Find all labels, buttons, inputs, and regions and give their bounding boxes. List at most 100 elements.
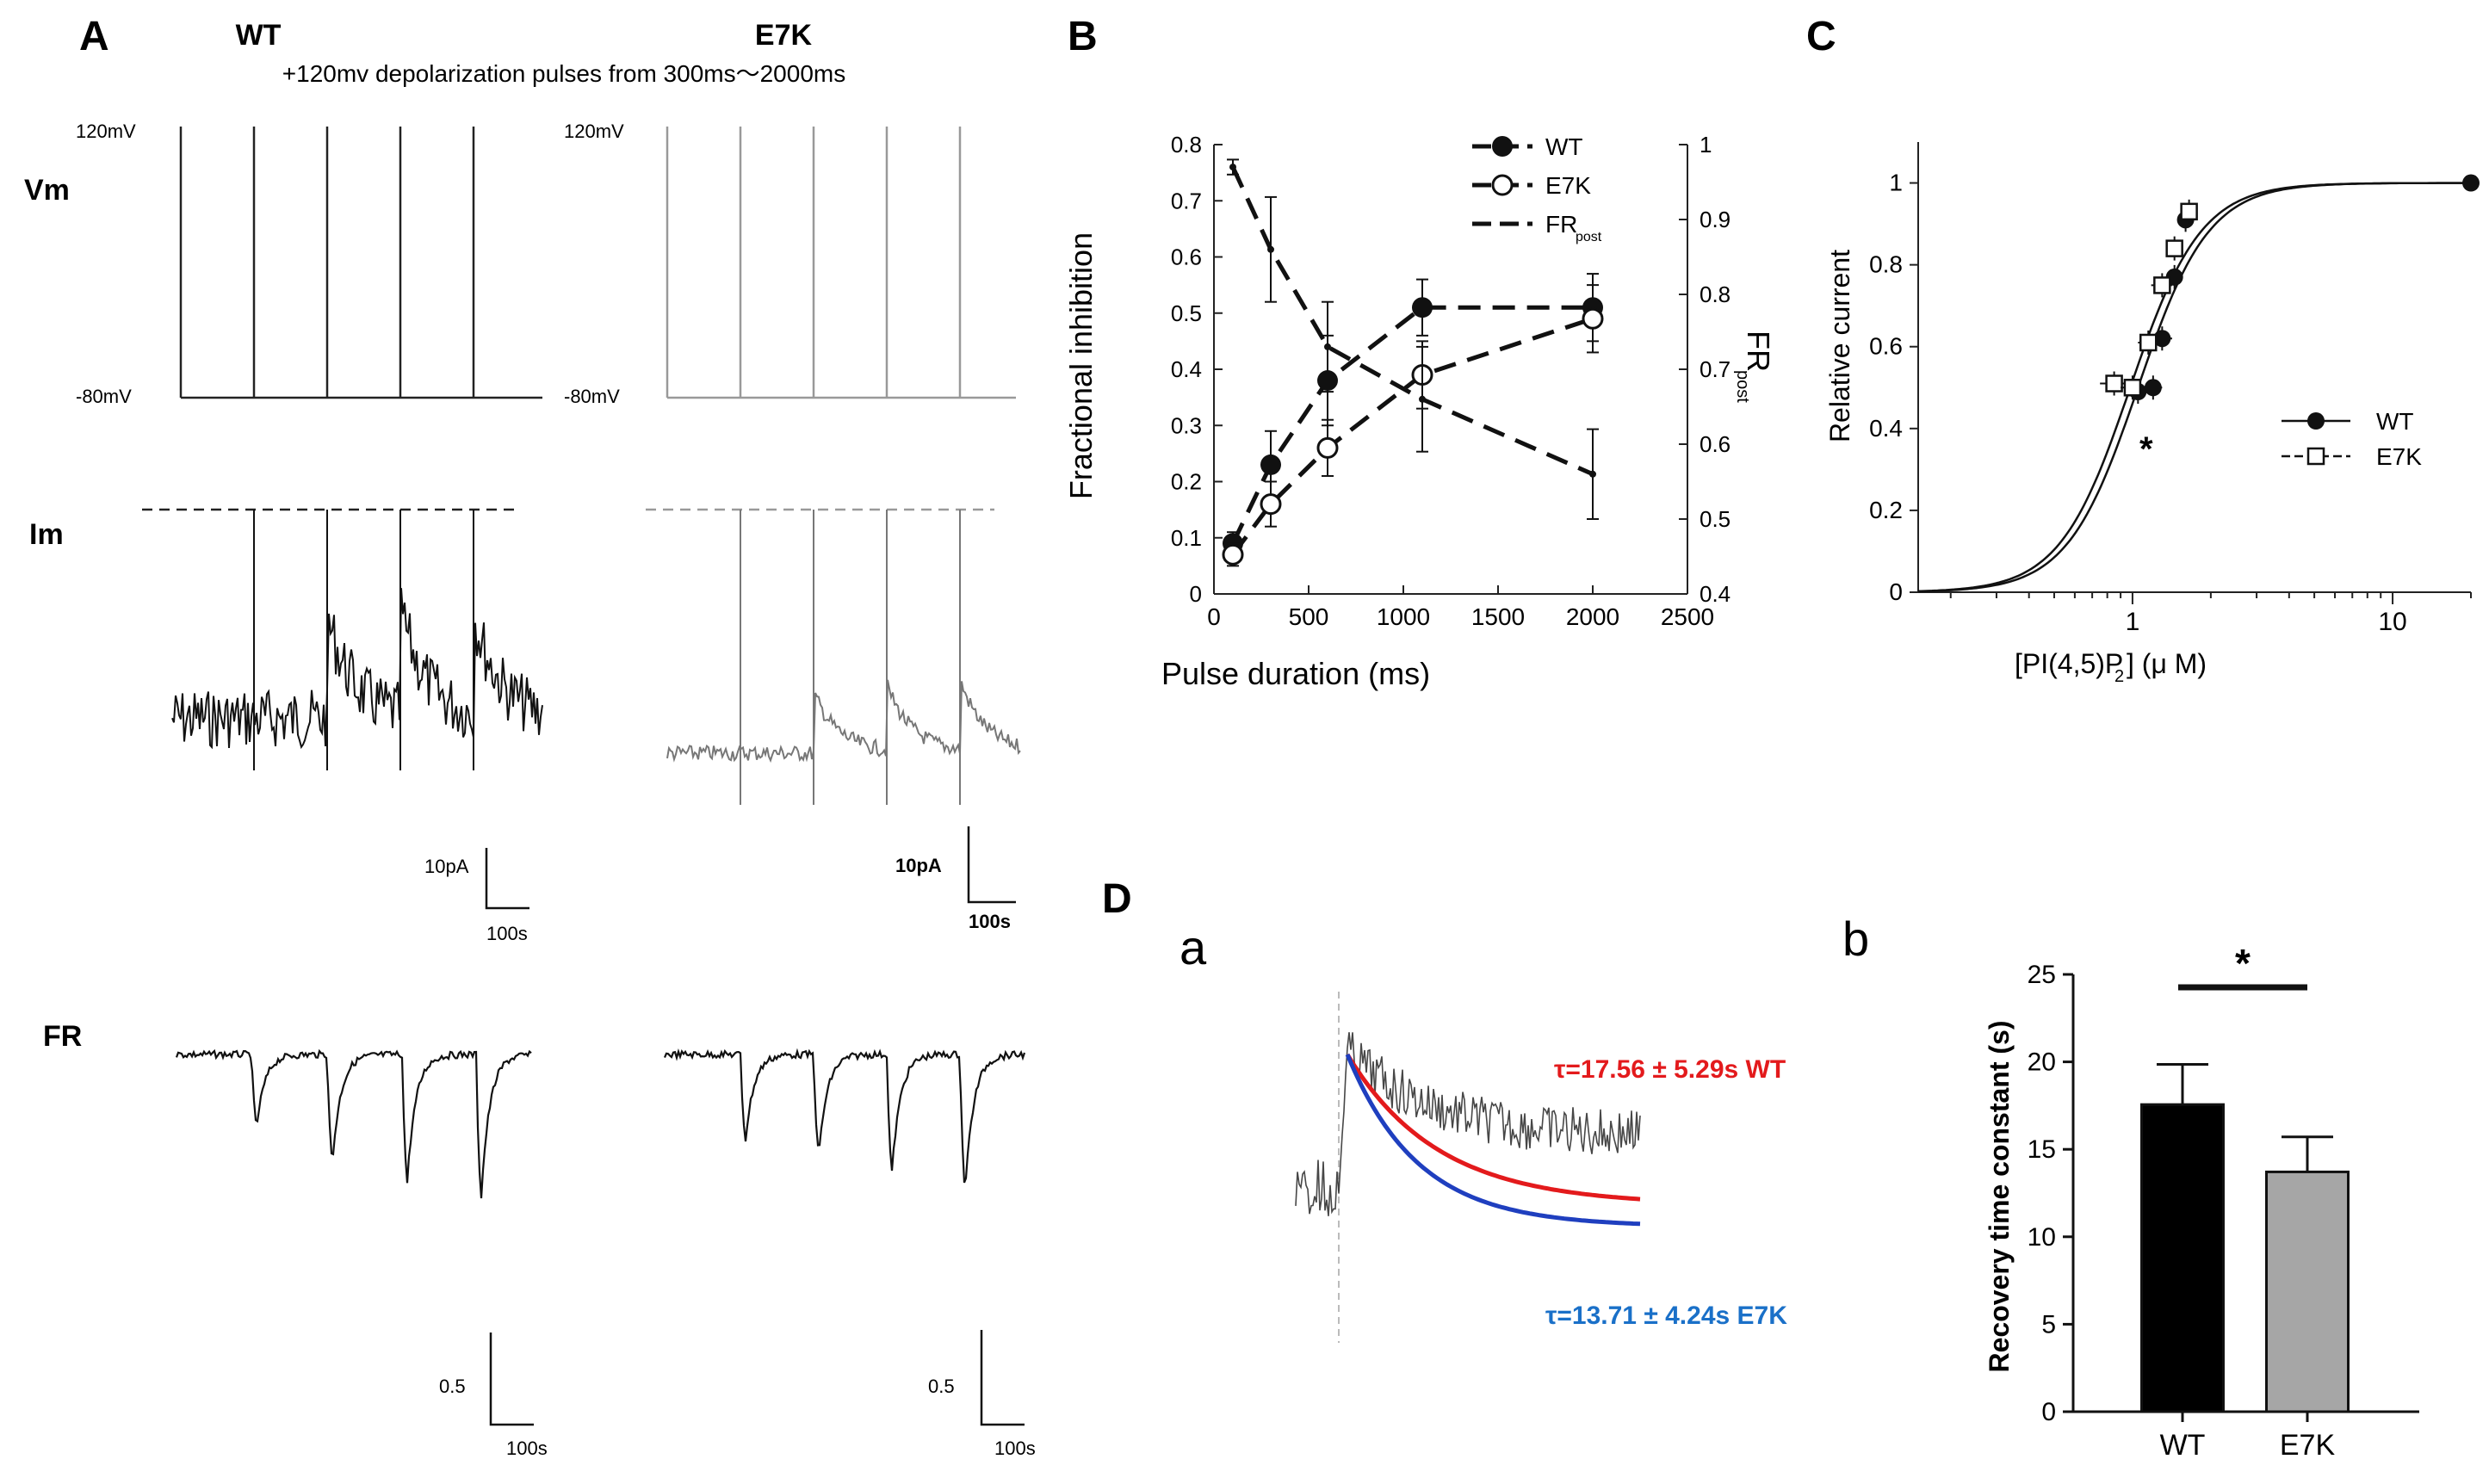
b-legend-e7k-marker <box>1491 174 1514 196</box>
b-y2tick-label: 0.8 <box>1700 281 1731 307</box>
b-ytick-label: 0.8 <box>1171 132 1202 158</box>
b-point-wt <box>1412 297 1433 318</box>
c-point-wt <box>2462 174 2480 192</box>
panel-db-label: b <box>1842 912 1869 966</box>
e7k-vm-trace <box>666 127 1016 399</box>
c-legend-wt-marker <box>2307 412 2325 430</box>
b-xtick-label: 0 <box>1207 603 1221 630</box>
b-xtick-label: 2000 <box>1566 603 1619 630</box>
db-annotation: * <box>2235 941 2251 986</box>
b-ytick-label: 0.1 <box>1171 525 1202 551</box>
b-point-frpost <box>1267 245 1274 253</box>
panel-c: C 0 0.2 0.4 0.6 0.8 1 1 10 * WT E7K Relative curre… <box>1806 14 2480 686</box>
e7k-fr-scalebar <box>980 1330 1025 1426</box>
b-y2tick-label: 1 <box>1700 132 1712 158</box>
row-label-im: Im <box>29 518 64 551</box>
e7k-im-scalebar <box>967 826 1016 904</box>
b-ytick-label: 0.4 <box>1171 356 1202 382</box>
e7k-fr-scale-time: 100s <box>994 1438 1036 1459</box>
c-ytick-label: 0.4 <box>1869 415 1903 442</box>
c-point-wt <box>2153 330 2171 348</box>
e7k-fr-scale: 0.5 <box>928 1376 955 1397</box>
da-wt-label: τ=17.56 ± 5.29s WT <box>1554 1055 1786 1084</box>
db-bar-E7K <box>2265 1170 2350 1413</box>
wt-im-trace <box>171 510 543 770</box>
wt-fr-scale: 0.5 <box>439 1376 466 1397</box>
panel-b-label: B <box>1068 14 1098 59</box>
b-ytick-label: 0.3 <box>1171 412 1202 438</box>
c-legend-wt-label: WT <box>2376 408 2414 435</box>
c-ytick-label: 0 <box>1889 578 1903 605</box>
c-fit-WT <box>1917 182 2471 593</box>
c-point-e7k <box>2123 379 2142 397</box>
row-label-fr: FR <box>43 1020 82 1053</box>
da-raw-trace <box>1295 1032 1641 1216</box>
wt-fr-trace <box>175 1048 532 1199</box>
c-ytick-label: 0.2 <box>1869 497 1903 523</box>
chart-b: 0 0.1 0.2 0.3 0.4 0.5 0.6 0.7 0.8 0.4 0.5 0.6 0.7 0.8… <box>1171 132 1731 630</box>
e7k-scale-current: 10pA <box>895 855 942 876</box>
e7k-im-trace <box>666 510 1021 805</box>
b-series-FRpost-line <box>1230 166 1594 477</box>
c-ytick-label: 0.6 <box>1869 333 1903 360</box>
wt-vm-high: 120mV <box>76 121 136 142</box>
db-ytick-label: 25 <box>2028 961 2056 989</box>
chart-b-y2label: FR post <box>1733 331 1776 403</box>
chart-c-xlabel-main: [PI(4,5)P <box>2015 648 2123 679</box>
b-legend-fr-label: FR <box>1545 211 1577 238</box>
chart-b-y2label-main: FR <box>1741 331 1776 372</box>
wt-fr-scalebar <box>489 1333 534 1426</box>
b-ytick-label: 0.7 <box>1171 188 1202 213</box>
c-annotation: * <box>2139 430 2153 468</box>
b-y2tick-label: 0.7 <box>1700 356 1731 382</box>
b-point-wt <box>1260 454 1281 475</box>
wt-scale-time: 100s <box>486 923 528 944</box>
c-point-e7k <box>2180 202 2198 221</box>
b-ytick-label: 0.5 <box>1171 300 1202 326</box>
b-y2tick-label: 0.4 <box>1700 581 1731 607</box>
b-series-WT-line <box>1230 305 1593 545</box>
wt-vm-low: -80mV <box>76 386 132 407</box>
b-legend-e7k-label: E7K <box>1545 172 1591 199</box>
b-point-frpost <box>1589 470 1596 478</box>
chart-b-ylabel: Fractional inhibition <box>1063 232 1099 499</box>
chart-c-xlabel-sub: 2 <box>2114 667 2124 686</box>
b-y2tick-label: 0.6 <box>1700 431 1731 457</box>
b-point-e7k <box>1316 436 1339 459</box>
b-point-e7k <box>1582 307 1604 330</box>
c-legend-e7k-marker <box>2306 447 2325 466</box>
c-ytick-label: 0.8 <box>1869 251 1903 278</box>
b-ytick-label: 0.2 <box>1171 469 1202 495</box>
c-point-e7k <box>2139 333 2158 352</box>
db-ytick-label: 0 <box>2041 1398 2056 1426</box>
b-ytick-label: 0 <box>1190 581 1202 607</box>
wt-im-scalebar <box>485 848 529 910</box>
c-xtick-label: 10 <box>2378 608 2406 636</box>
panel-d: D a b τ=17.56 ± 5.29s WT τ=13.71 ± 4.24s… <box>1102 876 2419 1462</box>
wt-scale-current: 10pA <box>424 856 469 877</box>
panel-a-subtitle: +120mv depolarization pulses from 300ms～… <box>282 60 845 87</box>
b-point-frpost <box>1324 343 1331 350</box>
e7k-vm-high: 120mV <box>564 121 624 142</box>
da-fit-e7k <box>1345 1054 1641 1227</box>
b-point-e7k <box>1222 543 1244 566</box>
chart-b-y2label-sub: post <box>1733 370 1752 403</box>
b-xtick-label: 2500 <box>1661 603 1714 630</box>
panel-a-e7k-title: E7K <box>755 19 813 52</box>
c-point-e7k <box>2105 374 2123 393</box>
panel-b: B 00.10.20.30.40.50.60.70.80.40.50.60.70… <box>1063 14 1776 691</box>
db-category-label: E7K <box>2280 1429 2336 1462</box>
panel-a-label: A <box>79 14 109 59</box>
b-xtick-label: 500 <box>1289 603 1329 630</box>
db-bar-WT <box>2140 1103 2225 1413</box>
b-y2tick-label: 0.5 <box>1700 506 1731 532</box>
panel-d-label: D <box>1102 876 1132 922</box>
b-xtick-label: 1000 <box>1377 603 1430 630</box>
chart-db-ylabel: Recovery time constant (s) <box>1984 1020 2015 1372</box>
chart-db: 0 5 10 15 20 25 WT E7K * <box>2028 941 2419 1462</box>
b-point-e7k <box>1260 493 1282 516</box>
b-legend-wt-label: WT <box>1545 133 1583 160</box>
b-point-frpost <box>1229 164 1236 171</box>
db-ytick-label: 10 <box>2028 1223 2056 1252</box>
